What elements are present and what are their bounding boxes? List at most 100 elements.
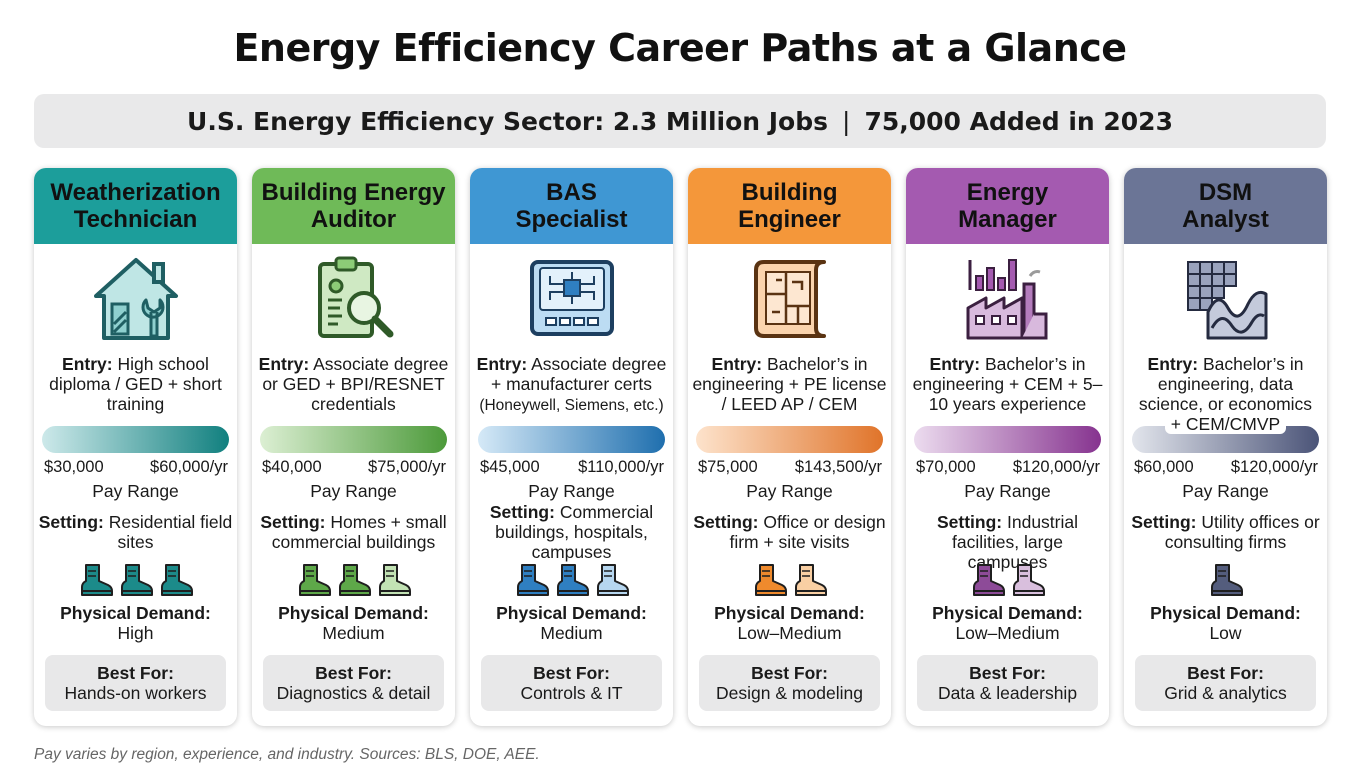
work-setting: Setting: Homes + small commercial buildi… (256, 512, 451, 552)
pay-range-bar (42, 426, 229, 453)
banner-jobs-text: U.S. Energy Efficiency Sector: 2.3 Milli… (187, 106, 829, 136)
physical-demand-value: Low (1209, 623, 1242, 643)
career-card-weatherization-technician: Weatherization Technician Entry: High sch… (34, 168, 237, 726)
pay-range-bar (260, 426, 447, 453)
boot-icon (556, 564, 589, 596)
blueprint-icon (753, 260, 826, 338)
pay-range-label: Pay Range (92, 481, 179, 501)
boot-icon (338, 564, 371, 596)
pay-min: $75,000 (698, 458, 758, 476)
physical-demand: Physical Demand: Low–Medium (906, 603, 1109, 643)
house-wrench-icon (93, 258, 178, 340)
setting-label: Setting: (936, 512, 1003, 532)
entry-requirements: Entry: Bachelor’s in engineering + CEM +… (910, 354, 1105, 414)
setting-text: Commercial buildings, hospitals, campuse… (495, 502, 654, 562)
banner-added-text: 75,000 Added in 2023 (864, 106, 1173, 136)
page-title: Energy Efficiency Career Paths at a Glan… (233, 26, 1127, 70)
best-for-value: Grid & analytics (1164, 683, 1287, 703)
best-for-value: Hands-on workers (64, 683, 207, 703)
boot-icon (1012, 564, 1045, 596)
best-for-box: Best For: Design & modeling (699, 655, 880, 711)
pay-max: $143,500/yr (794, 458, 882, 476)
career-cards: Weatherization Technician Entry: High sch… (34, 168, 1327, 726)
physical-demand-label: Physical Demand: (714, 603, 865, 623)
physical-demand-value: Low–Medium (955, 623, 1060, 643)
physical-demand-value: Medium (540, 623, 603, 643)
pay-range-bar (914, 426, 1101, 453)
card-header: Weatherization Technician (34, 168, 237, 244)
card-title-line2: Auditor (310, 206, 397, 233)
card-title-line1: Building Energy (261, 179, 446, 206)
setting-label: Setting: (38, 512, 104, 532)
career-card-energy-manager: Energy Manager Entry: Bachelor’s in engin… (906, 168, 1109, 726)
career-card-building-engineer: Building Engineer Entry: Bachelor’s in en… (688, 168, 891, 726)
card-title-line1: BAS (546, 179, 597, 206)
career-card-dsm-analyst: DSM Analyst Entry: Bachelor’s in engineer… (1124, 168, 1327, 726)
card-header: Building Energy Auditor (252, 168, 455, 244)
entry-requirements: Entry: Bachelor’s in engineering, data s… (1128, 354, 1323, 434)
entry-text: Bachelor’s in engineering + PE license /… (692, 354, 887, 414)
best-for-label: Best For: (969, 663, 1046, 683)
card-title-line2: Manager (958, 206, 1057, 233)
best-for-label: Best For: (1187, 663, 1264, 683)
setting-text: Residential field sites (108, 512, 233, 552)
best-for-label: Best For: (97, 663, 174, 683)
boot-icon (378, 564, 411, 596)
boot-icon (794, 564, 827, 596)
card-title-line2: Specialist (515, 206, 628, 233)
setting-label: Setting: (260, 512, 326, 532)
physical-demand: Physical Demand: Medium (252, 603, 455, 643)
work-setting: Setting: Office or design firm + site vi… (692, 512, 887, 552)
entry-label: Entry: (1147, 354, 1199, 374)
footnote: Pay varies by region, experience, and in… (34, 746, 540, 763)
work-setting: Setting: Residential field sites (38, 512, 233, 552)
pay-range-label: Pay Range (1182, 481, 1269, 501)
best-for-value: Data & leadership (937, 683, 1078, 703)
best-for-label: Best For: (315, 663, 392, 683)
pay-range-bar (696, 426, 883, 453)
factory-chart-icon (966, 259, 1047, 340)
pay-max: $120,000/yr (1230, 458, 1318, 476)
entry-text: Associate degree or GED + BPI/RESNET cre… (262, 354, 449, 414)
physical-demand-label: Physical Demand: (496, 603, 647, 623)
best-for-value: Design & modeling (716, 683, 863, 703)
card-title-line2: Engineer (738, 206, 841, 233)
pay-min: $30,000 (44, 458, 104, 476)
best-for-value: Controls & IT (520, 683, 623, 703)
pay-min: $45,000 (480, 458, 540, 476)
banner-separator: | (842, 106, 851, 136)
setting-label: Setting: (489, 502, 555, 522)
best-for-box: Best For: Hands-on workers (45, 655, 226, 711)
pay-range-label: Pay Range (746, 481, 833, 501)
setting-label: Setting: (693, 512, 759, 532)
pay-range-label: Pay Range (964, 481, 1051, 501)
entry-text: Associate degree + manufacturer certs (491, 354, 667, 394)
card-header: Energy Manager (906, 168, 1109, 244)
entry-requirements: Entry: Associate degree + manufacturer c… (474, 354, 669, 416)
card-header: BAS Specialist (470, 168, 673, 244)
boot-icon (972, 564, 1005, 596)
boot-icon (516, 564, 549, 596)
entry-label: Entry: (929, 354, 981, 374)
grid-wave-icon (1186, 261, 1267, 340)
pay-range-label: Pay Range (310, 481, 397, 501)
pay-range-bar (478, 426, 665, 453)
setting-text: Office or design firm + site visits (729, 512, 886, 552)
work-setting: Setting: Commercial buildings, hospitals… (474, 502, 669, 562)
best-for-label: Best For: (751, 663, 828, 683)
best-for-box: Best For: Controls & IT (481, 655, 662, 711)
physical-demand-boots (906, 562, 1109, 598)
physical-demand-value: Medium (322, 623, 385, 643)
best-for-box: Best For: Diagnostics & detail (263, 655, 444, 711)
physical-demand-label: Physical Demand: (60, 603, 211, 623)
entry-text: Bachelor’s in engineering + CEM + 5–10 y… (912, 354, 1103, 414)
boot-icon (596, 564, 629, 596)
physical-demand-boots (470, 562, 673, 598)
best-for-box: Best For: Data & leadership (917, 655, 1098, 711)
card-title-line1: Energy (966, 179, 1049, 206)
card-title-line1: Weatherization (50, 179, 221, 206)
boot-icon (754, 564, 787, 596)
pay-min: $40,000 (262, 458, 322, 476)
card-title-line1: Building (741, 179, 838, 206)
boot-icon (298, 564, 331, 596)
